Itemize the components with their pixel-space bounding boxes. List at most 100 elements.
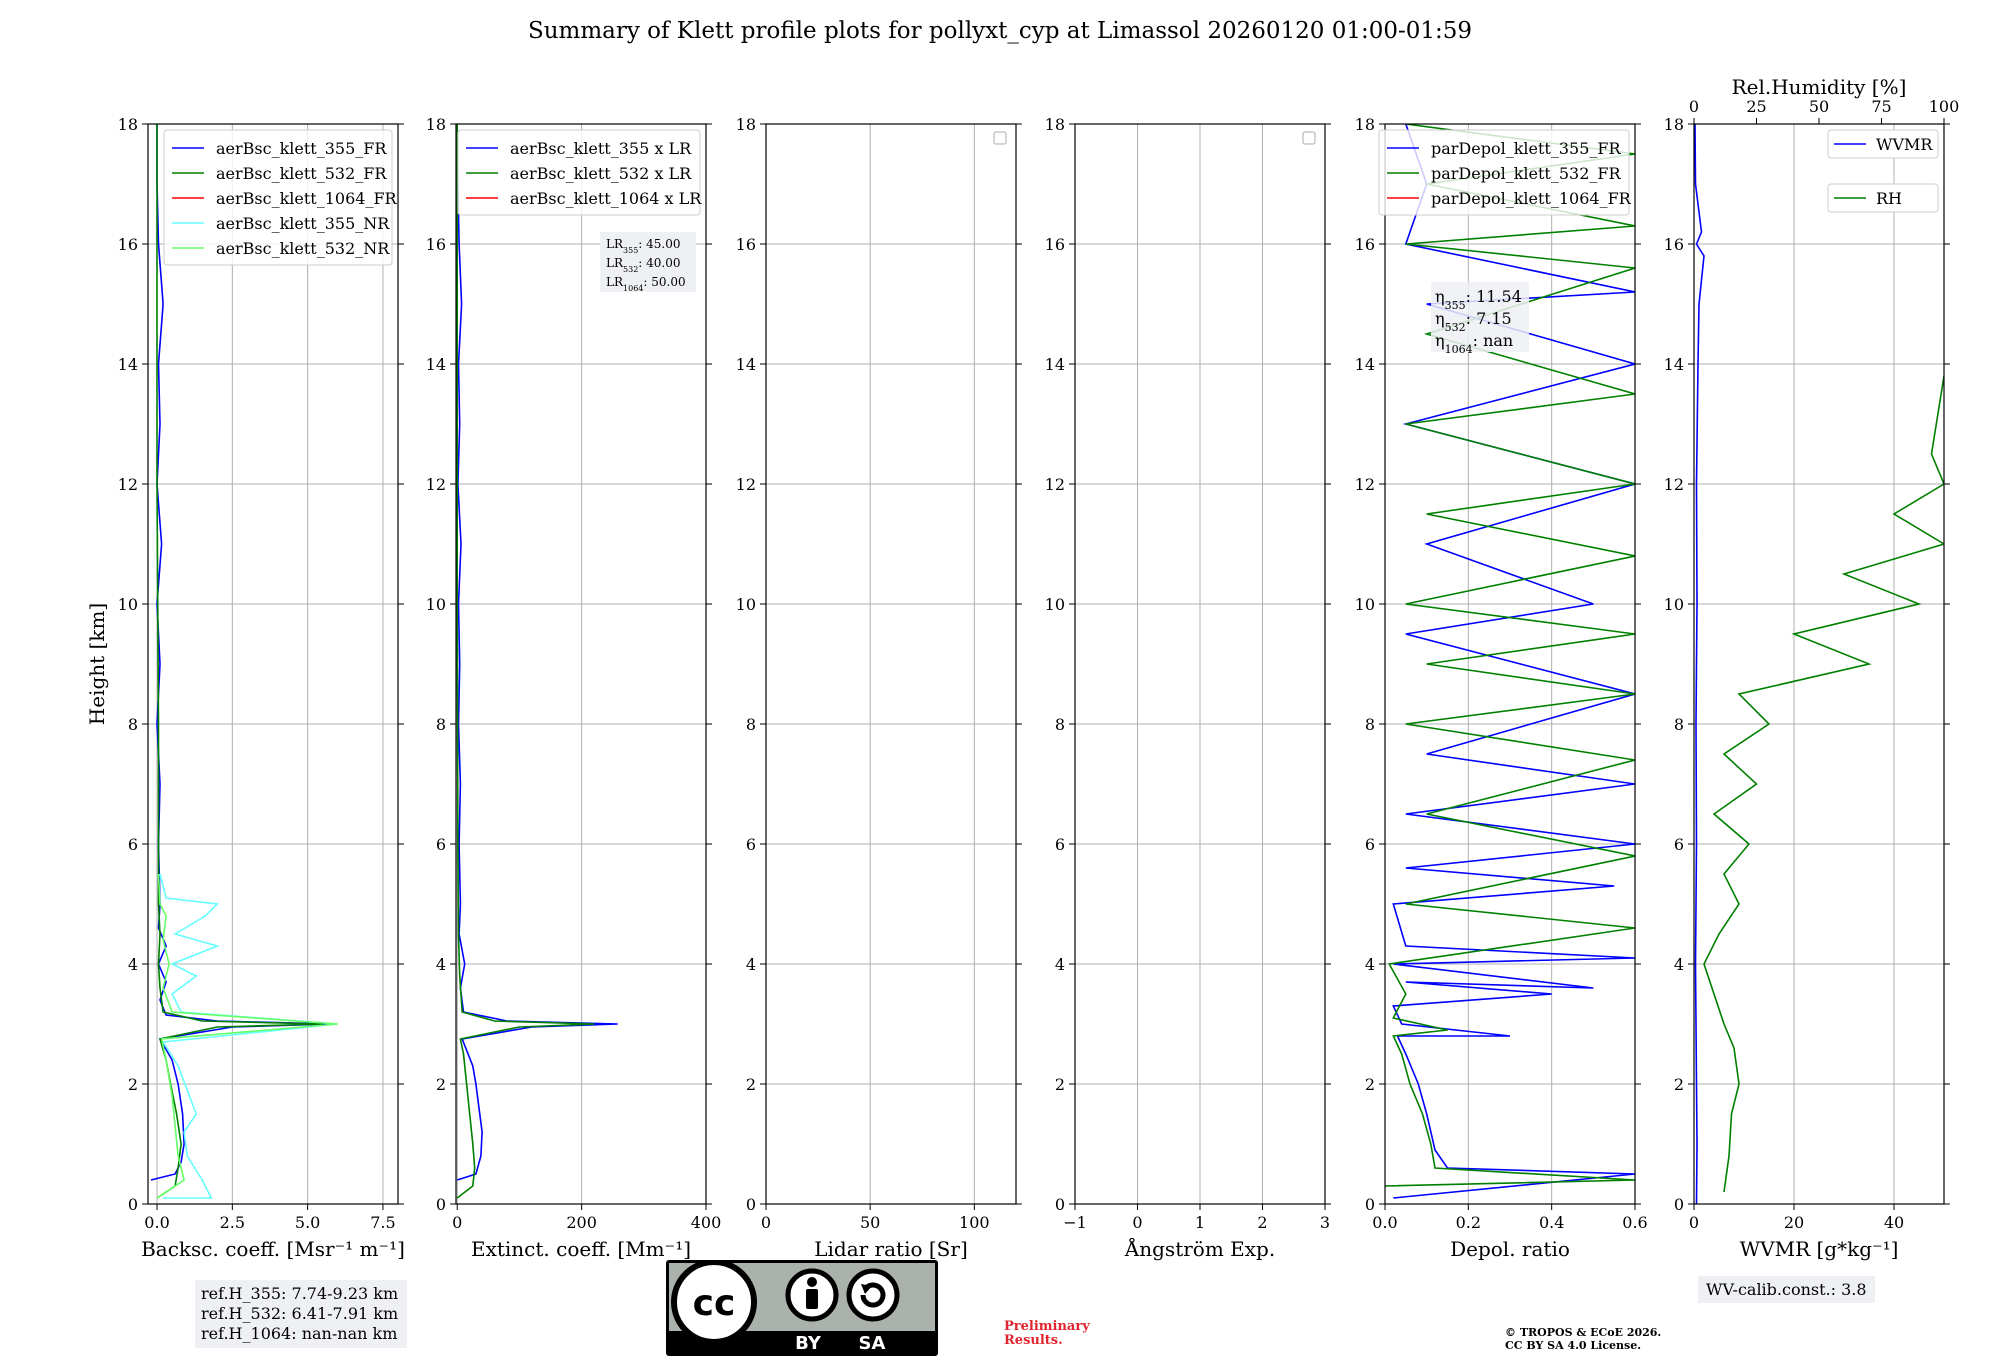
y-tick-label: 18 [426, 115, 446, 134]
panel-depol: 0.0 0.2 0.4 0.6 0 2 4 6 8 10 12 14 16 18 Depol. ratio p… [1355, 115, 1648, 1261]
x-tick-label: 3 [1320, 1213, 1330, 1232]
lidar-ratio-annotation-box [600, 232, 696, 292]
y-tick-label: 14 [1355, 355, 1375, 374]
wv-calib-box: WV-calib.const.: 3.8 [1698, 1276, 1875, 1303]
depol-annotation: η355: 11.54 [1435, 287, 1522, 312]
x-axis-label: Extinct. coeff. [Mm⁻¹] [471, 1237, 691, 1261]
x2-tick-label: 50 [1809, 97, 1829, 116]
y-tick-label: 10 [736, 595, 756, 614]
axes-frame [1384, 123, 1636, 1205]
panel-backscatter: 0.0 2.5 5.0 7.5 0 2 4 6 8 10 12 14 16 18 Backsc. coeff… [85, 115, 405, 1261]
legend-entry: aerBsc_klett_355_FR [216, 139, 387, 158]
series-line-parDepol_klett_355_FR [1392, 124, 1635, 1199]
y-tick-label: 8 [436, 715, 446, 734]
y-tick-label: 12 [1355, 475, 1375, 494]
panel-extinction: 0 200 400 0 2 4 6 8 10 12 14 16 18 Extinct. coeff. [M… [426, 115, 722, 1261]
lidar-ratio-annotation: LR355: 45.00 [606, 237, 681, 255]
y-tick-label: 2 [746, 1075, 756, 1094]
series-line-aerBsc_klett_355_NR [159, 873, 338, 1199]
x-tick-label: 0.2 [1456, 1213, 1481, 1232]
x-tick-label: 0 [1132, 1213, 1142, 1232]
y-tick-label: 6 [436, 835, 446, 854]
series-line-aerBsc_klett_532_NR [156, 873, 338, 1199]
y-tick-label: 8 [1365, 715, 1375, 734]
legend-entry: aerBsc_klett_532_NR [216, 239, 390, 258]
y-tick-label: 2 [1674, 1075, 1684, 1094]
x-tick-label: 0 [761, 1213, 771, 1232]
cc-circle-icon [671, 1260, 757, 1345]
empty-legend-box [1302, 131, 1316, 145]
cc-logo-text: cc [693, 1283, 736, 1324]
legend-entry: RH [1876, 189, 1902, 208]
y-tick-label: 14 [736, 355, 756, 374]
y-tick-label: 18 [1045, 115, 1065, 134]
legend-entry: parDepol_klett_1064_FR [1431, 189, 1632, 208]
legend-entry: aerBsc_klett_355_NR [216, 214, 390, 233]
series-line-parDepol_klett_532_FR [1385, 124, 1635, 1187]
x-tick-label: 2.5 [220, 1213, 245, 1232]
series-line-WVMR [1694, 124, 1705, 1204]
y-tick-label: 16 [426, 235, 446, 254]
y-tick-label: 8 [128, 715, 138, 734]
y-tick-label: 12 [1664, 475, 1684, 494]
panel-wvmr: 0 20 40 0 2 4 6 8 10 12 14 16 18 WVMR [g*kg⁻¹] 0 25 50 75… [1664, 75, 1960, 1261]
y-tick-label: 14 [1664, 355, 1684, 374]
y-tick-label: 12 [118, 475, 138, 494]
axes-frame [147, 123, 399, 1205]
y-tick-label: 0 [746, 1195, 756, 1214]
x-tick-label: 400 [691, 1213, 722, 1232]
figure-title: Summary of Klett profile plots for polly… [527, 18, 1473, 44]
legend-entry: aerBsc_klett_532_FR [216, 164, 387, 183]
copyright-note: © TROPOS & ECoE 2026. CC BY SA 4.0 Licen… [1505, 1326, 1661, 1352]
y-tick-label: 14 [118, 355, 138, 374]
y-tick-label: 16 [736, 235, 756, 254]
legend-entry: parDepol_klett_355_FR [1431, 139, 1622, 158]
y-tick-label: 18 [118, 115, 138, 134]
y-tick-label: 10 [118, 595, 138, 614]
legend-entry: WVMR [1876, 135, 1933, 154]
legend-box [1378, 129, 1630, 216]
x-axis-label: Ångström Exp. [1124, 1236, 1275, 1261]
y-tick-label: 18 [736, 115, 756, 134]
x-tick-label: 100 [959, 1213, 990, 1232]
y-tick-label: 2 [436, 1075, 446, 1094]
y-axis-label: Height [km] [85, 603, 109, 725]
series-line-RH [1703, 375, 1944, 1193]
ref-height-532: ref.H_532: 6.41-7.91 km [201, 1304, 399, 1323]
y-tick-label: 10 [1355, 595, 1375, 614]
x-tick-label: 20 [1784, 1213, 1804, 1232]
y-tick-label: 8 [1055, 715, 1065, 734]
y-tick-label: 16 [1664, 235, 1684, 254]
y-tick-label: 2 [1365, 1075, 1375, 1094]
x-tick-label: 0.0 [144, 1213, 169, 1232]
badge-sa-label: SA [859, 1333, 886, 1354]
y-tick-label: 18 [1664, 115, 1684, 134]
x-tick-label: 0.0 [1372, 1213, 1397, 1232]
x2-tick-label: 75 [1871, 97, 1891, 116]
cc-by-sa-badge: cc BY SA [666, 1260, 938, 1356]
y-tick-label: 2 [128, 1075, 138, 1094]
x2-tick-label: 100 [1929, 97, 1960, 116]
empty-legend-box [993, 131, 1007, 145]
y-tick-label: 0 [1055, 1195, 1065, 1214]
y-tick-label: 4 [436, 955, 446, 974]
y-tick-label: 12 [1045, 475, 1065, 494]
y-tick-label: 4 [1674, 955, 1684, 974]
legend-entry: aerBsc_klett_1064_FR [216, 189, 398, 208]
y-tick-label: 8 [1674, 715, 1684, 734]
legend-box [1827, 183, 1939, 213]
y-tick-label: 6 [1055, 835, 1065, 854]
depol-annotation: η1064: nan [1435, 331, 1513, 356]
legend-entry: aerBsc_klett_532 x LR [510, 164, 692, 183]
lidar-ratio-annotation: LR532: 40.00 [606, 256, 681, 274]
y-tick-label: 14 [1045, 355, 1065, 374]
x-tick-label: 0 [452, 1213, 462, 1232]
ref-height-1064: ref.H_1064: nan-nan km [201, 1324, 398, 1343]
y-tick-label: 8 [746, 715, 756, 734]
x-tick-label: 0.4 [1539, 1213, 1564, 1232]
y-tick-label: 0 [128, 1195, 138, 1214]
x2-tick-label: 0 [1689, 97, 1699, 116]
x-tick-label: 200 [566, 1213, 597, 1232]
reference-heights-box: ref.H_355: 7.74-9.23 km ref.H_532: 6.41-… [195, 1280, 407, 1348]
